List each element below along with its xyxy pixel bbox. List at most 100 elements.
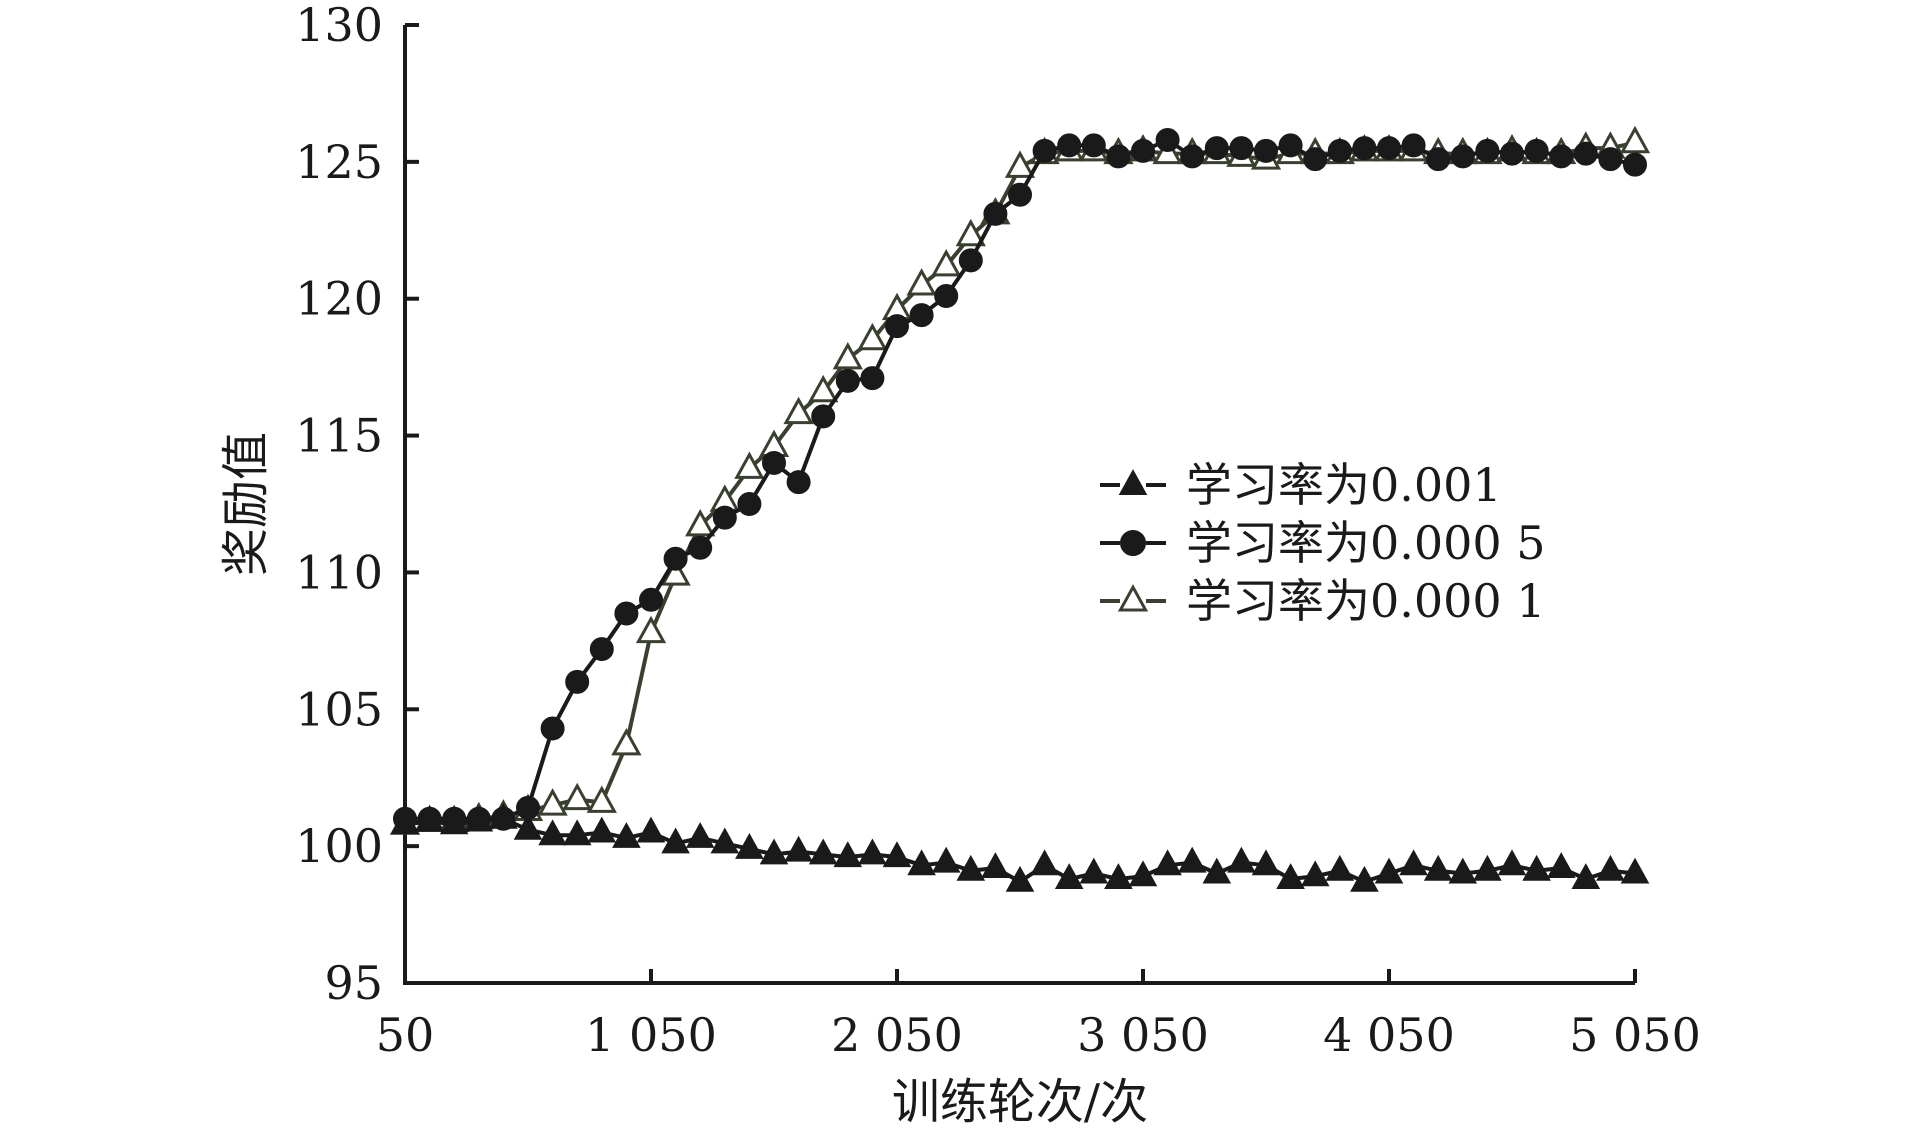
axes: 95 100 105 110 115 120 125 130 50 1 050 2 050 3 05…: [295, 0, 1701, 1062]
data-point: [390, 808, 420, 835]
y-tick-label: 115: [295, 409, 383, 463]
data-point: [1128, 860, 1158, 887]
data-point: [1278, 133, 1303, 158]
series-layer: [389, 125, 1651, 892]
data-point: [1423, 854, 1453, 881]
data-point: [1500, 141, 1524, 166]
data-point: [1057, 133, 1082, 158]
data-point: [1229, 136, 1254, 161]
data-point: [783, 396, 814, 425]
data-point: [737, 492, 762, 516]
data-point: [1448, 857, 1478, 884]
data-point: [882, 841, 912, 868]
data-point: [565, 669, 590, 694]
data-point: [1620, 857, 1650, 884]
data-point: [981, 852, 1010, 879]
legend-item: 学习率为0.000 5: [1100, 516, 1546, 570]
data-point: [1202, 857, 1232, 884]
data-point: [1227, 846, 1256, 873]
data-point: [885, 314, 909, 339]
data-point: [1104, 863, 1133, 889]
legend-label: 学习率为0.000 5: [1186, 516, 1546, 570]
x-tick-label: 3 050: [1077, 1008, 1209, 1062]
data-point: [759, 838, 789, 865]
data-point: [762, 450, 786, 475]
data-point: [538, 819, 567, 846]
data-point: [1081, 133, 1106, 158]
data-point: [931, 248, 962, 277]
data-point: [1327, 138, 1352, 163]
data-point: [857, 322, 888, 351]
data-point: [1177, 846, 1207, 873]
data-point: [1276, 863, 1305, 889]
data-point: [1054, 863, 1084, 889]
data-point: [860, 366, 885, 391]
data-point: [636, 816, 666, 843]
data-point: [1549, 144, 1574, 169]
data-point: [635, 615, 667, 644]
data-point: [956, 854, 986, 881]
data-point: [1524, 138, 1549, 163]
data-point: [562, 819, 592, 846]
data-point: [1426, 147, 1451, 172]
data-point: [1131, 138, 1155, 163]
data-point: [934, 283, 959, 308]
data-point: [1106, 144, 1131, 169]
legend-marker: [1120, 530, 1146, 556]
y-tick-label: 130: [295, 0, 383, 52]
data-point: [513, 813, 543, 840]
data-point: [439, 808, 469, 835]
legend-marker: [1118, 469, 1148, 495]
data-point: [586, 785, 617, 813]
y-ticks: 95 100 105 110 115 120 125 130: [295, 0, 419, 1010]
data-point: [663, 546, 688, 571]
data-point: [1032, 138, 1057, 163]
series-2: [393, 127, 1647, 831]
y-tick-label: 110: [295, 545, 383, 599]
series-1: [390, 802, 1650, 892]
data-point: [735, 833, 764, 859]
data-point: [710, 827, 740, 854]
data-point: [661, 827, 690, 854]
data-point: [1300, 860, 1330, 887]
data-point: [833, 841, 863, 868]
data-point: [1571, 863, 1601, 889]
data-point: [1153, 849, 1182, 876]
data-point: [808, 374, 839, 403]
data-point: [784, 835, 813, 862]
data-point: [1254, 138, 1278, 163]
data-point: [1399, 849, 1428, 876]
data-point: [1401, 133, 1426, 158]
data-point: [489, 802, 518, 829]
data-point: [906, 268, 937, 296]
data-point: [1475, 138, 1500, 163]
data-point: [1008, 182, 1032, 207]
x-axis-title: 训练轮次/次: [892, 1074, 1148, 1130]
data-point: [958, 248, 983, 273]
data-point: [786, 470, 811, 495]
x-tick-label: 50: [376, 1008, 435, 1062]
data-point: [1573, 141, 1598, 166]
data-point: [688, 535, 713, 560]
data-point: [612, 822, 641, 848]
data-point: [1598, 147, 1623, 172]
legend-marker: [1117, 584, 1149, 612]
legend-label: 学习率为0.000 1: [1186, 574, 1546, 628]
data-point: [562, 782, 593, 811]
data-point: [685, 508, 716, 537]
data-point: [1497, 849, 1527, 876]
data-point: [907, 849, 936, 876]
data-point: [540, 716, 565, 741]
data-point: [1303, 147, 1328, 172]
data-point: [611, 727, 642, 756]
x-tick-label: 1 050: [585, 1008, 717, 1062]
data-point: [587, 816, 617, 843]
y-tick-label: 125: [295, 135, 383, 189]
data-point: [1619, 125, 1651, 154]
data-point: [1180, 144, 1205, 169]
legend-item: 学习率为0.001: [1100, 458, 1502, 512]
data-point: [1522, 854, 1551, 881]
data-point: [1204, 136, 1229, 161]
data-point: [835, 368, 860, 393]
